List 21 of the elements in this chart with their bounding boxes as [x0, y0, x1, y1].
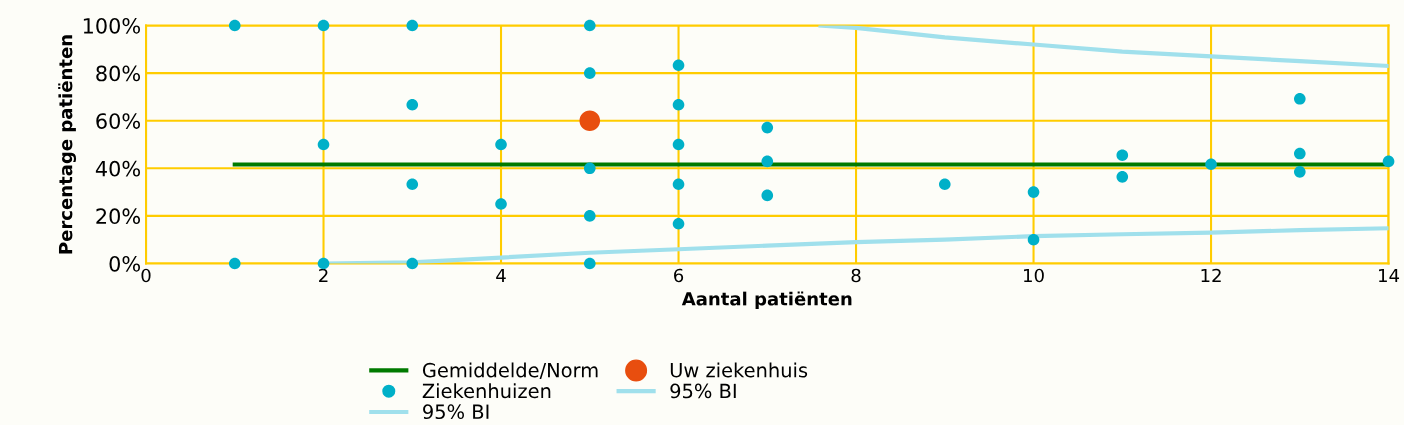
x-axis-title: Aantal patiënten — [681, 291, 852, 310]
x-tick-label: 4 — [496, 268, 506, 283]
legend-label: Ziekenhuizen — [422, 383, 551, 399]
x-tick-label: 6 — [674, 268, 684, 283]
legend-label: Uw ziekenhuis — [670, 362, 808, 378]
y-tick-label: 80% — [96, 65, 140, 82]
y-tick-label: 100% — [83, 17, 140, 34]
y-tick-label: 40% — [95, 160, 140, 177]
x-tick-label: 14 — [1379, 268, 1400, 283]
legend-label: 95% BI — [670, 383, 736, 399]
x-tick-label: 2 — [319, 268, 328, 283]
x-tick-label: 8 — [851, 268, 861, 283]
legend-label: 95% BI — [423, 404, 489, 420]
y-axis-title: Percentage patiënten — [58, 35, 77, 254]
legend-label: Gemiddelde/Norm — [422, 362, 598, 380]
y-tick-label: 60% — [96, 113, 140, 129]
x-tick-label: 12 — [1201, 268, 1221, 283]
x-tick-label: 0 — [141, 268, 151, 283]
y-tick-label: 20% — [96, 208, 140, 225]
x-tick-label: 10 — [1024, 268, 1044, 283]
y-tick-label: 0% — [109, 255, 141, 272]
